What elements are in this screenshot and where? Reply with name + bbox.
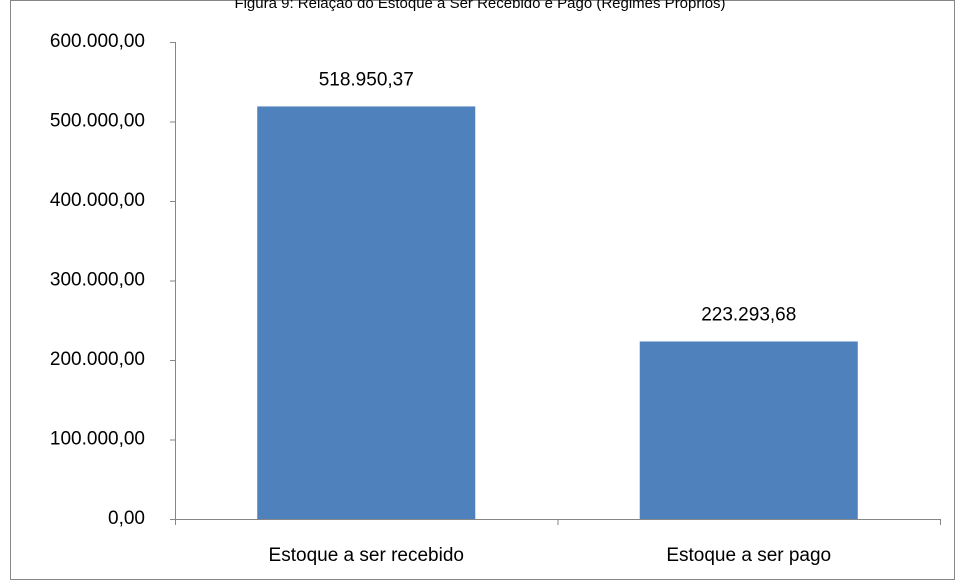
- bar: [639, 341, 858, 519]
- y-tick-label: 300.000,00: [50, 270, 145, 291]
- y-tick-label: 400.000,00: [50, 190, 145, 211]
- x-tick-label: Estoque a ser recebido: [269, 545, 464, 566]
- bar: [257, 106, 476, 520]
- y-tick-label: 600.000,00: [50, 31, 145, 52]
- y-tick-label: 0,00: [108, 508, 145, 529]
- chart-title: Figura 9: Relação do Estoque a Ser Receb…: [234, 0, 725, 12]
- x-tick-label: Estoque a ser pago: [666, 545, 831, 566]
- data-label: 518.950,37: [319, 69, 414, 90]
- y-tick-label: 200.000,00: [50, 349, 145, 370]
- chart-border: [10, 0, 955, 580]
- y-tick-label: 100.000,00: [50, 429, 145, 450]
- data-label: 223.293,68: [701, 304, 796, 325]
- y-tick-label: 500.000,00: [50, 111, 145, 132]
